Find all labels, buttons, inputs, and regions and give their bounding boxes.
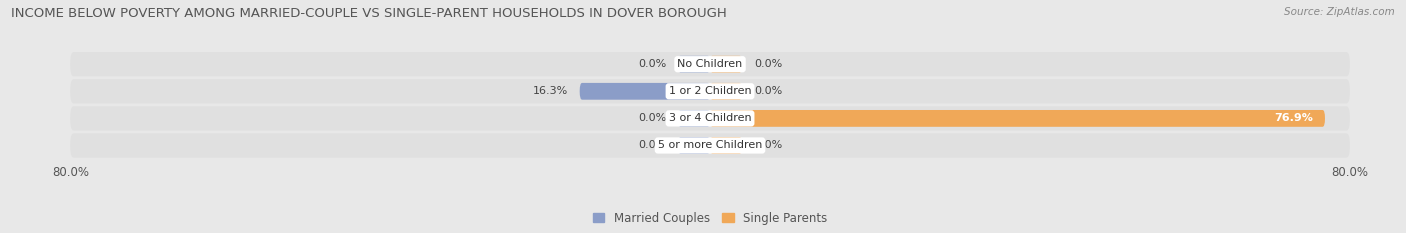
FancyBboxPatch shape xyxy=(710,56,742,73)
Text: 0.0%: 0.0% xyxy=(754,140,782,151)
Text: 0.0%: 0.0% xyxy=(754,86,782,96)
Text: 1 or 2 Children: 1 or 2 Children xyxy=(669,86,751,96)
FancyBboxPatch shape xyxy=(678,137,710,154)
Text: 76.9%: 76.9% xyxy=(1274,113,1313,123)
Text: INCOME BELOW POVERTY AMONG MARRIED-COUPLE VS SINGLE-PARENT HOUSEHOLDS IN DOVER B: INCOME BELOW POVERTY AMONG MARRIED-COUPL… xyxy=(11,7,727,20)
Text: Source: ZipAtlas.com: Source: ZipAtlas.com xyxy=(1284,7,1395,17)
FancyBboxPatch shape xyxy=(710,137,742,154)
Text: No Children: No Children xyxy=(678,59,742,69)
FancyBboxPatch shape xyxy=(70,106,1350,130)
Text: 0.0%: 0.0% xyxy=(638,113,666,123)
FancyBboxPatch shape xyxy=(70,52,1350,76)
FancyBboxPatch shape xyxy=(70,133,1350,158)
FancyBboxPatch shape xyxy=(70,79,1350,103)
Text: 0.0%: 0.0% xyxy=(638,140,666,151)
Text: 16.3%: 16.3% xyxy=(533,86,568,96)
FancyBboxPatch shape xyxy=(678,56,710,73)
Text: 3 or 4 Children: 3 or 4 Children xyxy=(669,113,751,123)
Text: 5 or more Children: 5 or more Children xyxy=(658,140,762,151)
FancyBboxPatch shape xyxy=(710,83,742,100)
Text: 0.0%: 0.0% xyxy=(638,59,666,69)
FancyBboxPatch shape xyxy=(678,110,710,127)
Legend: Married Couples, Single Parents: Married Couples, Single Parents xyxy=(588,207,832,230)
FancyBboxPatch shape xyxy=(579,83,710,100)
FancyBboxPatch shape xyxy=(710,110,1324,127)
Text: 0.0%: 0.0% xyxy=(754,59,782,69)
